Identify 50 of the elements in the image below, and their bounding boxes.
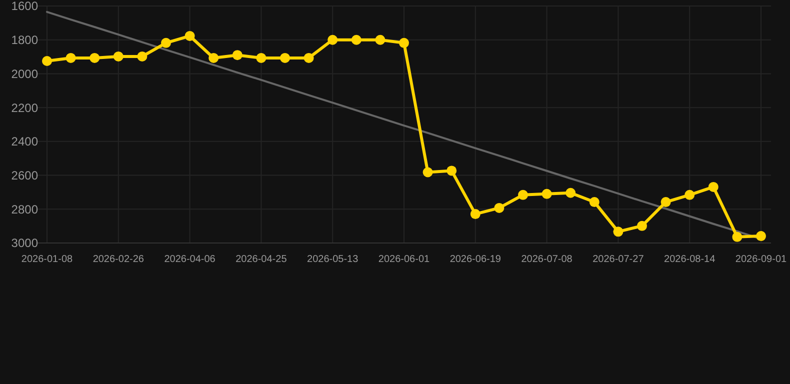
point	[613, 226, 624, 237]
y-tick-label: 2600	[11, 168, 38, 182]
point	[375, 34, 386, 45]
point	[42, 56, 52, 66]
point	[184, 30, 195, 41]
point	[280, 52, 290, 63]
y-tick-label: 1600	[11, 0, 38, 14]
point	[732, 232, 742, 242]
point	[137, 51, 148, 62]
y-tick-label: 2800	[11, 202, 38, 216]
y-tick-label: 1800	[11, 33, 38, 48]
point	[113, 51, 124, 62]
x-tick-label: 2026-06-01	[378, 254, 430, 265]
x-tick-label: 2026-06-19	[450, 254, 502, 265]
point	[518, 190, 528, 200]
point	[637, 220, 647, 231]
point	[351, 34, 362, 45]
x-tick-label: 2026-04-25	[236, 254, 288, 265]
point	[756, 231, 766, 242]
point	[208, 52, 219, 63]
point	[708, 182, 718, 192]
x-tick-label: 2026-04-06	[164, 254, 216, 265]
point	[422, 167, 433, 178]
y-tick-label: 2400	[11, 134, 38, 149]
x-tick-label: 2026-08-14	[664, 254, 716, 265]
y-tick-label: 2200	[11, 100, 38, 115]
point	[446, 166, 457, 176]
point	[494, 202, 504, 213]
point	[90, 52, 100, 63]
point	[399, 38, 409, 48]
point	[328, 34, 338, 45]
point	[256, 52, 266, 63]
x-tick-label: 2026-07-27	[592, 254, 644, 265]
point	[566, 188, 576, 198]
y-tick-label: 3000	[11, 236, 38, 250]
x-tick-label: 2026-01-08	[21, 254, 74, 265]
x-tick-label: 2026-05-13	[307, 254, 359, 265]
point	[542, 188, 552, 199]
point	[589, 197, 600, 208]
point	[684, 190, 695, 200]
x-tick-label: 2026-07-08	[521, 254, 573, 265]
point	[470, 209, 480, 220]
point	[161, 38, 171, 48]
y-tick-label: 2000	[11, 66, 38, 81]
point	[232, 50, 242, 60]
x-tick-label: 2026-09-01	[735, 254, 788, 265]
point	[660, 197, 671, 208]
point	[304, 52, 314, 63]
point	[66, 52, 76, 63]
x-tick-label: 2026-02-26	[92, 254, 144, 265]
